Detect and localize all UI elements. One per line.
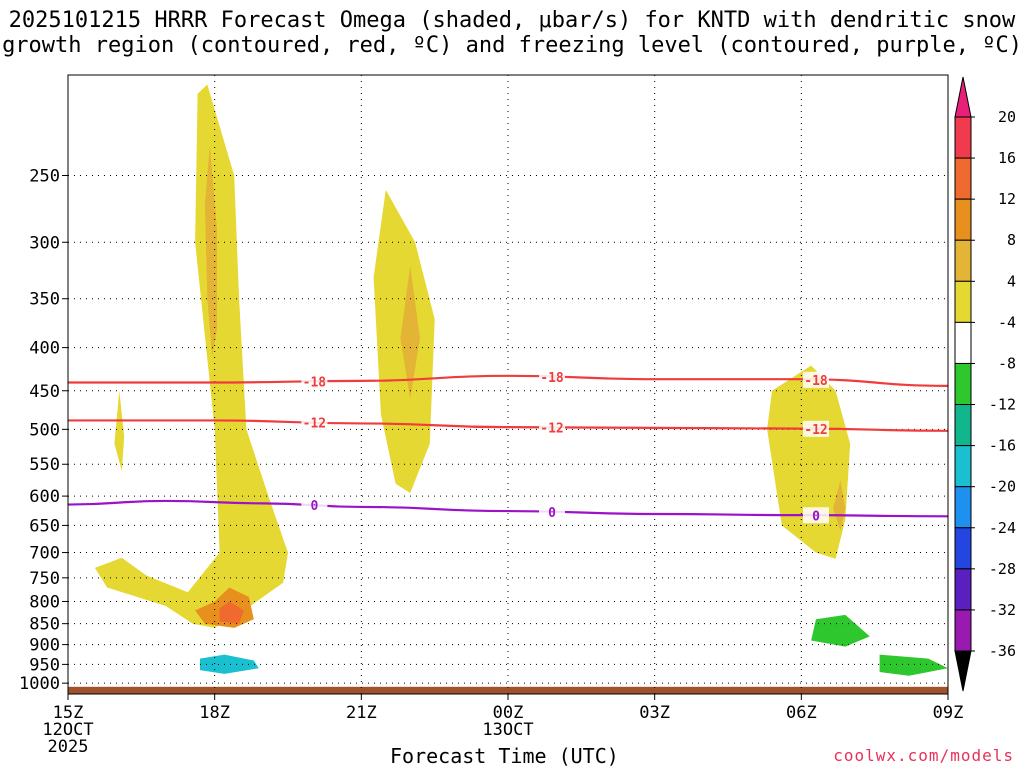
y-tick-label: 650 xyxy=(29,516,60,536)
colorbar-label: -16 xyxy=(989,437,1016,455)
ground-band xyxy=(68,686,948,694)
contour-label-bg xyxy=(301,497,328,514)
colorbar-label: -12 xyxy=(989,396,1016,414)
colorbar-label: -20 xyxy=(989,478,1016,496)
colorbar-top-arrow xyxy=(954,76,972,118)
contour-label-bg xyxy=(539,368,565,385)
shaded-region xyxy=(94,84,289,628)
colorbar-label: 20 xyxy=(998,108,1016,126)
colorbar-swatch xyxy=(954,445,972,488)
contour-lines: -18 -18 -18 -12 -12 -12 0 0 0 xyxy=(67,368,949,524)
contour-label: -18 xyxy=(804,374,828,389)
contour-label: 0 xyxy=(812,509,820,524)
x-tick-label: 21Z xyxy=(346,703,377,723)
x-tick-label: 13OCT xyxy=(482,720,533,740)
x-tick-label: 12OCT xyxy=(42,720,93,740)
colorbar-label: -8 xyxy=(998,354,1016,372)
colorbar-label: 12 xyxy=(998,190,1016,208)
shaded-region xyxy=(219,601,244,624)
x-tick-label: 09Z xyxy=(933,703,964,723)
colorbar-label: 4 xyxy=(1007,272,1016,290)
contour-label-bg xyxy=(301,373,328,390)
y-tick-label: 450 xyxy=(29,382,60,402)
x-tick-label: 15Z xyxy=(53,703,84,723)
title-line-1: 2025101215 HRRR Forecast Omega (shaded, … xyxy=(8,8,1016,33)
x-tick-label: 00Z xyxy=(493,703,524,723)
title-line-2: growth region (contoured, red, ºC) and f… xyxy=(2,33,1022,58)
contour-label-bg xyxy=(803,507,829,524)
colorbar-swatch xyxy=(954,116,972,159)
colorbar-label: -32 xyxy=(989,601,1016,619)
y-tick-label: 1000 xyxy=(19,674,60,694)
y-tick-label: 800 xyxy=(29,592,60,612)
colorbar-swatch xyxy=(954,609,972,652)
colorbar: 20 16 12 8 4 -4 -8 -12 -16 -20 -24 -28 -32 -36 xyxy=(954,76,1016,692)
y-tick-label: 400 xyxy=(29,339,60,359)
y-tick-label: 700 xyxy=(29,544,60,564)
y-tick-label: 250 xyxy=(29,167,60,187)
colorbar-swatch xyxy=(954,486,972,529)
y-tick-label: 750 xyxy=(29,569,60,589)
colorbar-label: -36 xyxy=(989,642,1016,660)
x-tick-label: 18Z xyxy=(199,703,230,723)
y-axis: 2503003504004505005506006507007508008509… xyxy=(19,167,68,694)
y-tick-label: 600 xyxy=(29,487,60,507)
x-axis-title: Forecast Time (UTC) xyxy=(390,744,619,768)
y-tick-label: 300 xyxy=(29,233,60,253)
shaded-regions xyxy=(94,84,948,680)
shaded-region xyxy=(879,654,948,676)
y-tick-label: 500 xyxy=(29,420,60,440)
y-tick-label: 900 xyxy=(29,636,60,656)
y-tick-label: 550 xyxy=(29,455,60,475)
shaded-region xyxy=(767,365,851,559)
colorbar-label: -4 xyxy=(998,313,1016,331)
y-tick-label: 950 xyxy=(29,655,60,675)
colorbar-swatch xyxy=(954,321,972,364)
x-tick-label: 03Z xyxy=(639,703,670,723)
contour-label: 0 xyxy=(310,499,318,514)
colorbar-swatch xyxy=(954,280,972,323)
shaded-region xyxy=(114,390,125,471)
contour-label-bg xyxy=(301,414,328,431)
colorbar-label: -28 xyxy=(989,560,1016,578)
shaded-region xyxy=(204,145,218,357)
colorbar-label: 16 xyxy=(998,149,1016,167)
colorbar-swatch xyxy=(954,404,972,447)
contour-label-bg xyxy=(539,503,565,520)
contour-label: 0 xyxy=(548,506,556,521)
watermark: coolwx.com/models xyxy=(833,746,1014,765)
contour-line xyxy=(67,499,949,518)
contour-label: -12 xyxy=(540,421,563,436)
shaded-region xyxy=(400,265,420,399)
colorbar-bottom-arrow xyxy=(954,650,972,692)
contour-label: -18 xyxy=(540,371,564,386)
contour-label: -12 xyxy=(804,423,827,438)
shaded-region xyxy=(833,480,846,531)
shaded-region xyxy=(493,242,601,444)
colorbar-label: 8 xyxy=(1007,231,1016,249)
colorbar-swatch xyxy=(954,527,972,570)
contour-label-bg xyxy=(803,371,829,388)
colorbar-swatch xyxy=(954,568,972,611)
colorbar-swatch xyxy=(954,239,972,282)
colorbar-swatch xyxy=(954,362,972,406)
colorbar-swatch xyxy=(954,157,972,200)
y-tick-label: 350 xyxy=(29,290,60,310)
shaded-region xyxy=(527,652,577,673)
contour-line xyxy=(68,419,949,432)
shaded-region xyxy=(811,614,870,647)
x-tick-label: 06Z xyxy=(786,703,817,723)
contour-line xyxy=(68,374,949,387)
contour-label-bg xyxy=(803,420,829,437)
x-tick-label: 2025 xyxy=(48,737,89,757)
contour-label: -12 xyxy=(303,416,326,431)
contour-label: -18 xyxy=(303,375,327,390)
colorbar-swatch xyxy=(954,198,972,241)
contour-label-bg xyxy=(539,419,565,436)
colorbar-label: -24 xyxy=(989,519,1016,537)
y-tick-label: 850 xyxy=(29,615,60,635)
